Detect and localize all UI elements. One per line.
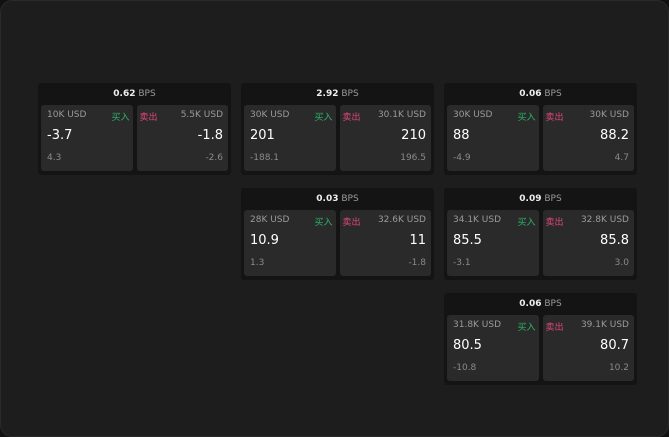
buy-button[interactable]: 34.1K USD 买入 85.5 -3.1: [447, 210, 539, 276]
bid-change: -4.9: [453, 153, 471, 163]
spread-header: 0.03 BPS: [241, 188, 434, 210]
bid-change: 1.3: [250, 258, 265, 268]
ask-price: 80.7: [600, 338, 629, 353]
buy-label: 买入: [517, 113, 536, 123]
sell-button[interactable]: 卖出 30.1K USD 210 196.5: [339, 105, 431, 171]
sell-label: 卖出: [545, 113, 564, 123]
sell-label: 卖出: [545, 218, 564, 228]
quote-card: 0.06 BPS 30K USD 买入 88 -4.9 卖出 30K USD 8…: [444, 83, 637, 175]
sell-label: 卖出: [545, 323, 564, 333]
quote-card: 2.92 BPS 30K USD 买入 201 -188.1 卖出 30.1K …: [241, 83, 434, 175]
spread-unit: BPS: [138, 89, 156, 99]
spread-unit: BPS: [341, 194, 359, 204]
sell-button[interactable]: 卖出 39.1K USD 80.7 10.2: [542, 315, 634, 381]
ask-change: -1.8: [408, 258, 426, 268]
buy-label: 买入: [314, 113, 333, 123]
spread-value: 2.92: [316, 89, 339, 99]
ask-size: 32.8K USD: [580, 215, 629, 225]
buy-button[interactable]: 30K USD 买入 201 -188.1: [244, 105, 336, 171]
ask-size: 39.1K USD: [580, 320, 629, 330]
quote-card: 0.06 BPS 31.8K USD 买入 80.5 -10.8 卖出 39.1…: [444, 293, 637, 385]
spread-unit: BPS: [544, 299, 562, 309]
ask-size: 32.6K USD: [377, 215, 426, 225]
bid-size: 34.1K USD: [453, 215, 502, 225]
buy-label: 买入: [111, 113, 130, 123]
bid-price: 85.5: [453, 233, 482, 248]
buy-label: 买入: [517, 218, 536, 228]
ask-change: 10.2: [608, 363, 629, 373]
ask-change: -2.6: [205, 153, 223, 163]
bid-price: -3.7: [47, 128, 73, 143]
bid-size: 28K USD: [250, 215, 290, 225]
spread-value: 0.62: [113, 89, 136, 99]
sell-button[interactable]: 卖出 30K USD 88.2 4.7: [542, 105, 634, 171]
buy-button[interactable]: 30K USD 买入 88 -4.9: [447, 105, 539, 171]
sell-label: 卖出: [342, 113, 361, 123]
buy-button[interactable]: 28K USD 买入 10.9 1.3: [244, 210, 336, 276]
spread-value: 0.06: [519, 299, 542, 309]
bid-change: -188.1: [250, 153, 280, 163]
spread-header: 0.06 BPS: [444, 293, 637, 315]
spread-header: 0.62 BPS: [38, 83, 231, 105]
spread-unit: BPS: [544, 89, 562, 99]
buy-button[interactable]: 31.8K USD 买入 80.5 -10.8: [447, 315, 539, 381]
ask-price: -1.8: [197, 128, 223, 143]
sell-label: 卖出: [139, 113, 158, 123]
bid-change: 4.3: [47, 153, 62, 163]
bid-price: 88: [453, 128, 470, 143]
sell-button[interactable]: 卖出 32.8K USD 85.8 3.0: [542, 210, 634, 276]
sell-button[interactable]: 卖出 5.5K USD -1.8 -2.6: [136, 105, 228, 171]
spread-value: 0.03: [316, 194, 339, 204]
spread-value: 0.09: [519, 194, 542, 204]
spread-header: 0.06 BPS: [444, 83, 637, 105]
spread-value: 0.06: [519, 89, 542, 99]
quote-card: 0.09 BPS 34.1K USD 买入 85.5 -3.1 卖出 32.8K…: [444, 188, 637, 280]
spread-unit: BPS: [544, 194, 562, 204]
quote-card: 0.03 BPS 28K USD 买入 10.9 1.3 卖出 32.6K US…: [241, 188, 434, 280]
buy-label: 买入: [314, 218, 333, 228]
bid-price: 80.5: [453, 338, 482, 353]
bid-size: 10K USD: [47, 110, 87, 120]
spread-header: 2.92 BPS: [241, 83, 434, 105]
ask-price: 88.2: [600, 128, 629, 143]
sell-button[interactable]: 卖出 32.6K USD 11 -1.8: [339, 210, 431, 276]
bid-change: -10.8: [453, 363, 477, 373]
buy-button[interactable]: 10K USD 买入 -3.7 4.3: [41, 105, 133, 171]
ask-change: 3.0: [614, 258, 629, 268]
ask-price: 210: [401, 128, 426, 143]
bid-size: 30K USD: [250, 110, 290, 120]
bid-price: 10.9: [250, 233, 279, 248]
ask-size: 30K USD: [589, 110, 629, 120]
sell-label: 卖出: [342, 218, 361, 228]
ask-price: 85.8: [600, 233, 629, 248]
spread-header: 0.09 BPS: [444, 188, 637, 210]
bid-size: 31.8K USD: [453, 320, 502, 330]
ask-size: 30.1K USD: [377, 110, 426, 120]
ask-change: 196.5: [400, 153, 426, 163]
quote-card: 0.62 BPS 10K USD 买入 -3.7 4.3 卖出 5.5K USD…: [38, 83, 231, 175]
bid-change: -3.1: [453, 258, 471, 268]
buy-label: 买入: [517, 323, 536, 333]
ask-price: 11: [409, 233, 426, 248]
bid-price: 201: [250, 128, 275, 143]
spread-unit: BPS: [341, 89, 359, 99]
bid-size: 30K USD: [453, 110, 493, 120]
ask-size: 5.5K USD: [180, 110, 223, 120]
ask-change: 4.7: [614, 153, 629, 163]
